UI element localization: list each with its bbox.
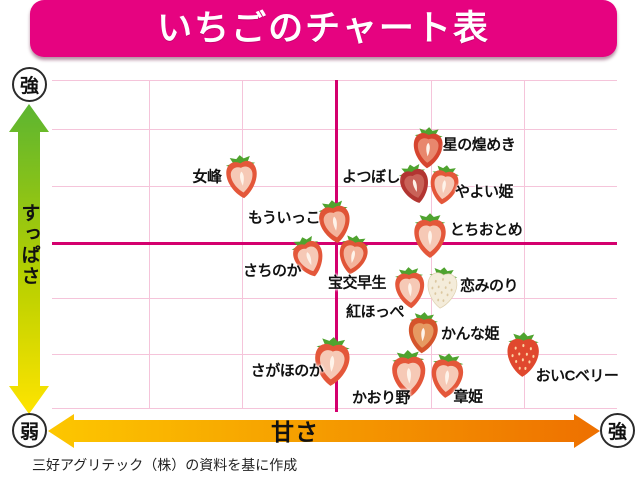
strawberry-icon (392, 350, 426, 397)
variety-label: 紅ほっぺ (345, 303, 405, 321)
strawberry-icon (431, 353, 464, 398)
strawberry-icon (408, 312, 438, 354)
strawberry-icon (427, 267, 458, 309)
strawberry-marker (393, 267, 428, 311)
variety-label: かんな姫 (440, 325, 500, 343)
strawberry-icon (318, 200, 350, 244)
variety-label: かおり野 (351, 389, 411, 407)
strawberry-icon (413, 127, 443, 169)
strawberry-marker (428, 353, 466, 401)
strawberry-marker (317, 200, 354, 246)
strawberry-marker (389, 350, 429, 400)
sourness-strong-badge: 強 (12, 67, 47, 102)
grid-line-horizontal (52, 129, 617, 130)
variety-label: やよい姫 (454, 183, 514, 201)
sweetness-strong-badge: 強 (600, 413, 635, 448)
strawberry-marker (504, 332, 542, 380)
title-banner: いちごのチャート表 (30, 0, 617, 57)
grid-line-horizontal (52, 298, 617, 299)
strawberry-icon (395, 267, 425, 309)
strawberry-icon (507, 332, 539, 377)
sourness-axis-arrow (9, 104, 49, 414)
sourness-axis-label: すっぱさ (18, 203, 40, 287)
strawberry-marker (336, 235, 370, 277)
crosshair-horizontal-line (52, 242, 617, 245)
sweetness-axis-arrow (48, 414, 600, 448)
variety-label: 章姫 (453, 388, 483, 406)
strawberry-icon (339, 235, 369, 275)
strawberry-marker (427, 165, 461, 207)
variety-label: おいCベリー (535, 367, 619, 385)
strawberry-marker (224, 155, 261, 201)
source-note: 三好アグリテック（株）の資料を基に作成 (32, 457, 298, 473)
grid-line-horizontal (52, 408, 617, 409)
strawberry-marker (425, 267, 460, 311)
strawberry-marker (291, 235, 327, 280)
strawberry-marker (311, 337, 353, 389)
strawberry-icon (414, 213, 446, 258)
strawberry-marker (411, 127, 446, 171)
crosshair-vertical-line (335, 80, 338, 412)
variety-label: さがほのか (250, 362, 324, 380)
grid-line-horizontal (52, 80, 617, 81)
variety-label: とちおとめ (449, 221, 523, 239)
strawberry-icon (291, 235, 323, 277)
variety-label: 宝交早生 (327, 274, 387, 292)
variety-label: 恋みのり (459, 277, 519, 295)
strawberry-icon (225, 155, 257, 199)
strawberry-icon (430, 165, 460, 205)
variety-label: 女峰 (192, 168, 222, 186)
page-title: いちごのチャート表 (157, 9, 490, 48)
strawberry-marker (406, 312, 441, 356)
weak-badge: 弱 (12, 413, 47, 448)
variety-label: 星の煌めき (442, 136, 516, 154)
sweetness-axis-label: 甘さ (271, 419, 319, 445)
variety-label: よつぼし (341, 168, 401, 186)
variety-label: さちのか (242, 262, 302, 280)
strawberry-marker (398, 164, 432, 206)
variety-label: もういっこ (247, 209, 321, 227)
strawberry-marker (411, 213, 449, 261)
strawberry-icon (315, 337, 350, 386)
grid-line-horizontal (52, 186, 617, 187)
strawberry-icon (398, 164, 428, 203)
